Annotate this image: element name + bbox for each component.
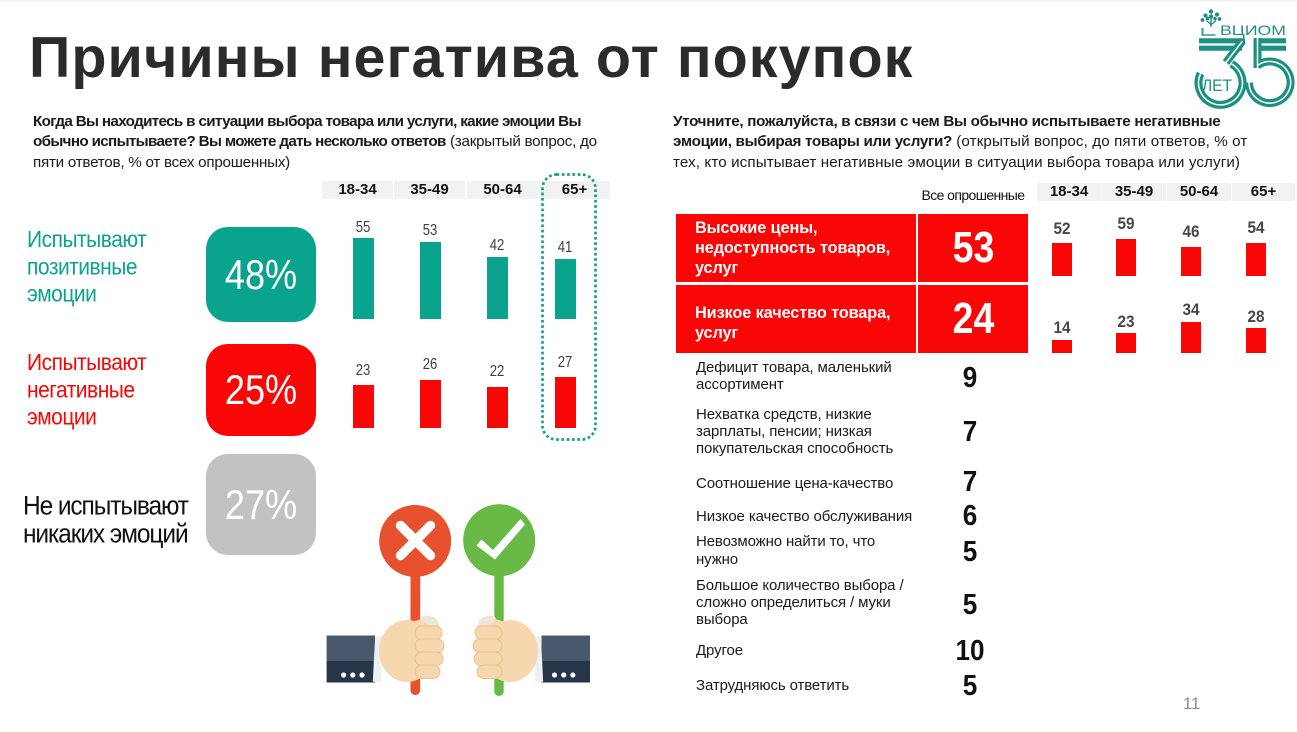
svg-text:ВЦИОМ: ВЦИОМ	[1220, 22, 1286, 38]
svg-text:ЛЕТ: ЛЕТ	[1202, 76, 1232, 95]
